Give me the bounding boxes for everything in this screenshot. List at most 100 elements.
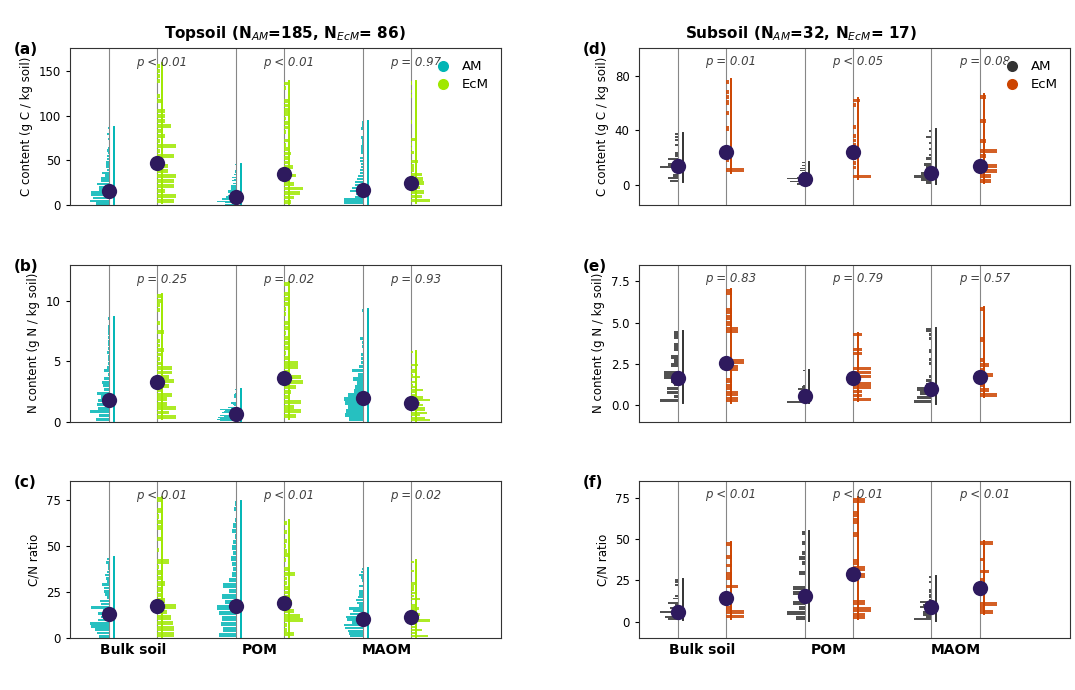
Bar — [157, 299, 162, 303]
Bar — [157, 362, 162, 365]
Bar — [284, 195, 295, 199]
Bar — [220, 622, 235, 627]
Bar — [104, 586, 110, 589]
Bar — [284, 156, 289, 160]
Bar — [802, 531, 805, 535]
Bar — [979, 611, 993, 614]
Bar — [355, 181, 362, 183]
Bar — [852, 600, 864, 605]
Bar — [411, 607, 419, 609]
Bar — [284, 409, 301, 413]
Bar — [852, 166, 857, 169]
Bar — [674, 359, 678, 363]
Bar — [668, 391, 678, 395]
Bar — [726, 576, 732, 580]
Bar — [411, 406, 425, 408]
Bar — [852, 532, 859, 538]
Bar — [675, 584, 678, 586]
Bar — [284, 148, 287, 151]
Bar — [354, 389, 362, 393]
Bar — [108, 149, 110, 152]
Y-axis label: C content (g C / kg soil): C content (g C / kg soil) — [597, 57, 610, 197]
Bar — [358, 596, 362, 598]
Bar — [411, 635, 428, 638]
Bar — [157, 520, 161, 524]
Bar — [232, 562, 235, 566]
Bar — [923, 163, 931, 166]
Bar — [411, 120, 412, 124]
Bar — [919, 601, 931, 603]
Bar — [349, 607, 362, 609]
Bar — [284, 577, 287, 580]
Text: p < 0.01: p < 0.01 — [137, 56, 187, 69]
Bar — [979, 154, 986, 158]
Bar — [673, 598, 678, 600]
Bar — [726, 366, 737, 371]
Bar — [353, 186, 362, 189]
Bar — [157, 108, 166, 112]
Bar — [345, 409, 362, 413]
Bar — [157, 371, 172, 374]
Bar — [157, 124, 171, 128]
Bar — [231, 403, 235, 404]
Bar — [929, 591, 931, 593]
Bar — [411, 613, 420, 615]
Bar — [354, 377, 362, 380]
Bar — [284, 182, 295, 186]
Bar — [360, 160, 362, 162]
Bar — [221, 616, 235, 621]
Bar — [927, 169, 931, 172]
Bar — [284, 152, 291, 155]
Text: p < 0.01: p < 0.01 — [263, 489, 314, 502]
Bar — [411, 622, 417, 625]
Bar — [97, 403, 110, 406]
Bar — [157, 79, 160, 83]
Bar — [359, 593, 362, 595]
Bar — [359, 573, 362, 576]
Bar — [157, 509, 161, 513]
Bar — [799, 395, 805, 397]
Bar — [726, 95, 729, 99]
Bar — [411, 616, 417, 619]
Bar — [800, 175, 805, 176]
Bar — [675, 152, 678, 155]
Bar — [284, 586, 290, 590]
Bar — [108, 339, 110, 343]
Bar — [979, 307, 984, 311]
Bar — [798, 177, 805, 178]
Bar — [234, 179, 235, 180]
Bar — [979, 393, 998, 397]
Bar — [157, 375, 169, 379]
Bar — [852, 390, 862, 393]
Bar — [103, 377, 110, 380]
Bar — [929, 362, 931, 366]
Bar — [665, 615, 678, 618]
Bar — [105, 574, 110, 576]
Bar — [675, 161, 678, 163]
Bar — [98, 183, 110, 185]
Bar — [157, 339, 160, 343]
Bar — [929, 349, 931, 353]
Bar — [233, 397, 235, 398]
Bar — [345, 402, 362, 404]
Bar — [101, 180, 110, 182]
Bar — [357, 178, 362, 180]
Bar — [284, 360, 299, 364]
Bar — [284, 112, 287, 116]
Bar — [802, 541, 805, 545]
Bar — [979, 368, 984, 372]
Bar — [284, 395, 289, 399]
Bar — [355, 184, 362, 186]
Bar — [157, 380, 174, 383]
Bar — [800, 168, 805, 169]
Bar — [284, 306, 286, 310]
Bar — [100, 600, 110, 602]
Bar — [852, 518, 859, 524]
Bar — [229, 578, 235, 582]
Bar — [675, 169, 678, 171]
Bar — [411, 371, 416, 373]
Bar — [98, 400, 110, 402]
Bar — [411, 382, 416, 384]
Bar — [284, 178, 289, 181]
Bar — [157, 128, 162, 132]
